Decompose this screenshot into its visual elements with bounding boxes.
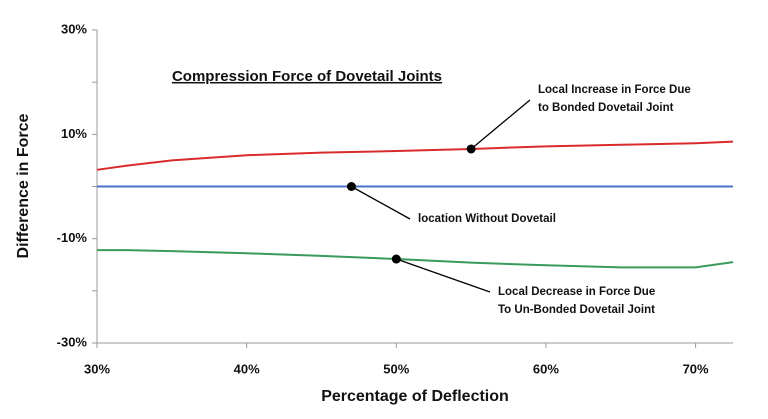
leader-line [470,99,531,150]
series-line [96,140,734,171]
annotation-text: location Without Dovetail [418,213,556,225]
x-tick-label: 70% [683,361,709,376]
x-tick-label: 60% [533,361,559,376]
y-tick-label: -30% [57,334,88,349]
x-tick-label: 50% [383,361,409,376]
chart-title: Compression Force of Dovetail Joints [172,68,442,85]
annotation-text: Local Increase in Force Due [538,84,691,96]
x-axis-title: Percentage of Deflection [321,388,509,405]
leader-line [396,258,491,293]
annotation-marker [346,182,356,191]
y-tick-label: -10% [57,230,88,245]
x-tick-label: 30% [84,361,110,376]
annotation-marker [466,144,476,154]
annotation-text: To Un-Bonded Dovetail Joint [498,304,655,316]
x-tick-label: 40% [234,361,260,376]
annotation-text: to Bonded Dovetail Joint [538,102,674,114]
series-line [97,249,734,269]
y-axis-title: Difference in Force [15,113,32,258]
y-tick-label: 10% [61,126,87,141]
annotation-text: Local Decrease in Force Due [498,286,655,298]
leader-line [351,185,411,220]
annotation-marker [391,254,401,264]
y-tick-label: 30% [61,21,87,36]
